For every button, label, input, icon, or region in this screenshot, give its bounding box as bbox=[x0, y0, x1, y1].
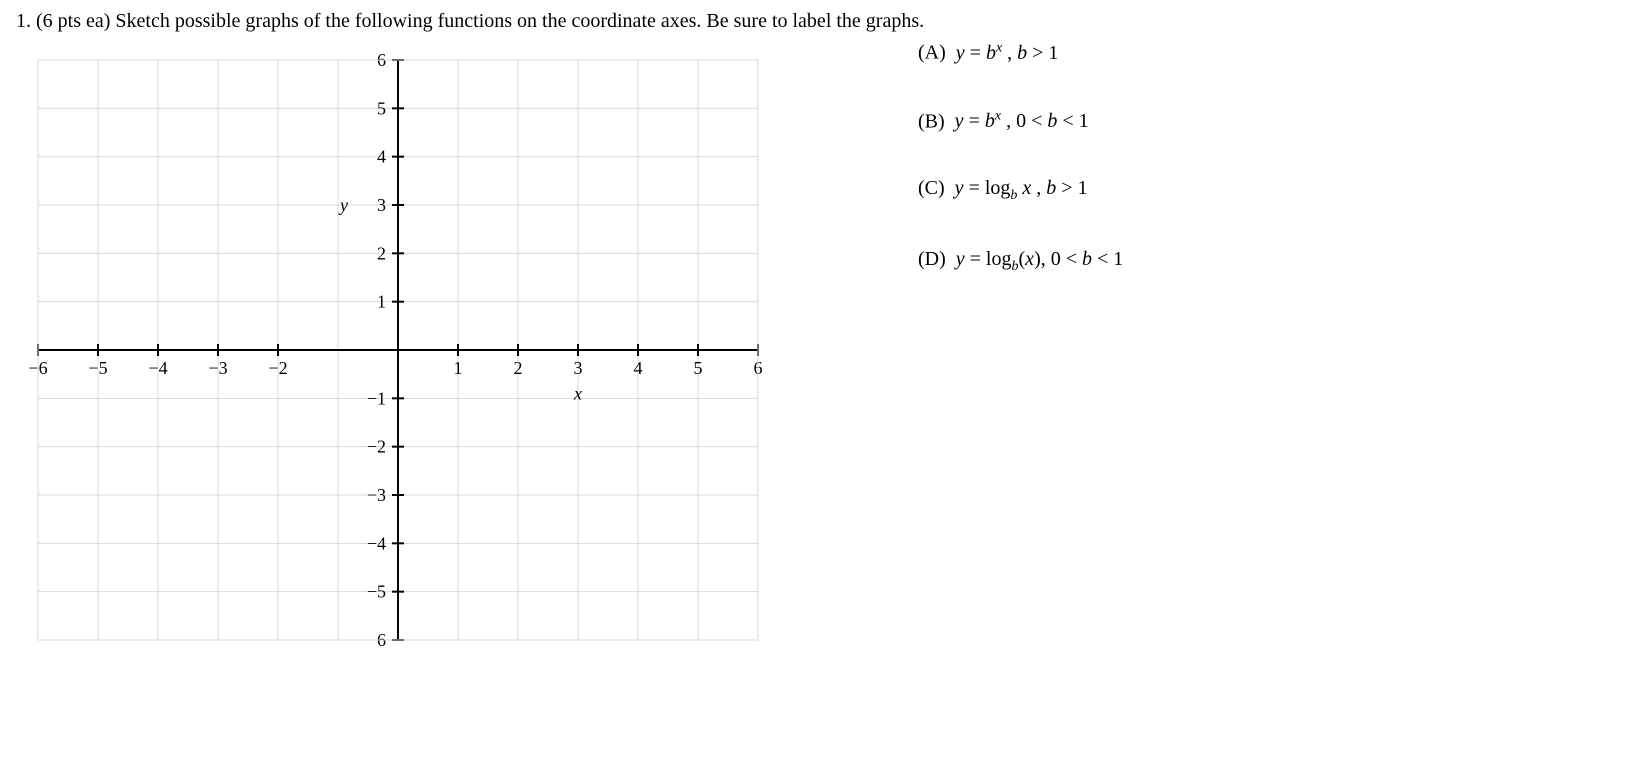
content-row: −6−5−4−3−2123456123456−1−2−3−4−5−6yx (A)… bbox=[16, 50, 1636, 656]
option-b: (B) y = bx , 0 < b < 1 bbox=[918, 109, 1123, 134]
svg-text:−3: −3 bbox=[367, 485, 386, 505]
option-c-expr: y = logb x , b > 1 bbox=[955, 177, 1088, 199]
svg-text:−5: −5 bbox=[88, 358, 107, 378]
svg-text:−5: −5 bbox=[367, 582, 386, 602]
svg-text:5: 5 bbox=[377, 98, 386, 118]
option-c-letter: (C) bbox=[918, 177, 945, 199]
svg-text:1: 1 bbox=[454, 358, 463, 378]
coordinate-graph: −6−5−4−3−2123456123456−1−2−3−4−5−6yx bbox=[28, 50, 768, 656]
option-a-letter: (A) bbox=[918, 42, 946, 64]
svg-text:4: 4 bbox=[634, 358, 643, 378]
grid-svg: −6−5−4−3−2123456123456−1−2−3−4−5−6yx bbox=[28, 50, 768, 650]
question-prompt: Sketch possible graphs of the following … bbox=[115, 10, 924, 32]
svg-text:5: 5 bbox=[694, 358, 703, 378]
option-d-expr: y = logb(x), 0 < b < 1 bbox=[956, 248, 1124, 270]
svg-text:−2: −2 bbox=[268, 358, 287, 378]
question-number: 1. (6 pts ea) bbox=[16, 10, 115, 32]
svg-text:−4: −4 bbox=[367, 533, 386, 553]
svg-text:3: 3 bbox=[377, 195, 386, 215]
svg-text:−2: −2 bbox=[367, 437, 386, 457]
option-b-expr: y = bx , 0 < b < 1 bbox=[955, 110, 1089, 132]
svg-text:−3: −3 bbox=[208, 358, 227, 378]
svg-text:y: y bbox=[338, 195, 348, 215]
svg-text:−1: −1 bbox=[367, 388, 386, 408]
option-d: (D) y = logb(x), 0 < b < 1 bbox=[918, 248, 1123, 275]
svg-text:x: x bbox=[573, 384, 582, 404]
option-b-letter: (B) bbox=[918, 110, 945, 132]
svg-text:4: 4 bbox=[377, 147, 386, 167]
option-a-expr: y = bx , b > 1 bbox=[956, 42, 1059, 64]
svg-text:−4: −4 bbox=[148, 358, 167, 378]
svg-text:2: 2 bbox=[514, 358, 523, 378]
options-list: (A) y = bx , b > 1 (B) y = bx , 0 < b < … bbox=[918, 40, 1123, 319]
option-a: (A) y = bx , b > 1 bbox=[918, 40, 1123, 65]
svg-text:3: 3 bbox=[574, 358, 583, 378]
svg-text:2: 2 bbox=[377, 243, 386, 263]
svg-text:1: 1 bbox=[377, 292, 386, 312]
option-d-letter: (D) bbox=[918, 248, 946, 270]
option-c: (C) y = logb x , b > 1 bbox=[918, 177, 1123, 204]
question-text: 1. (6 pts ea) Sketch possible graphs of … bbox=[16, 8, 1636, 34]
